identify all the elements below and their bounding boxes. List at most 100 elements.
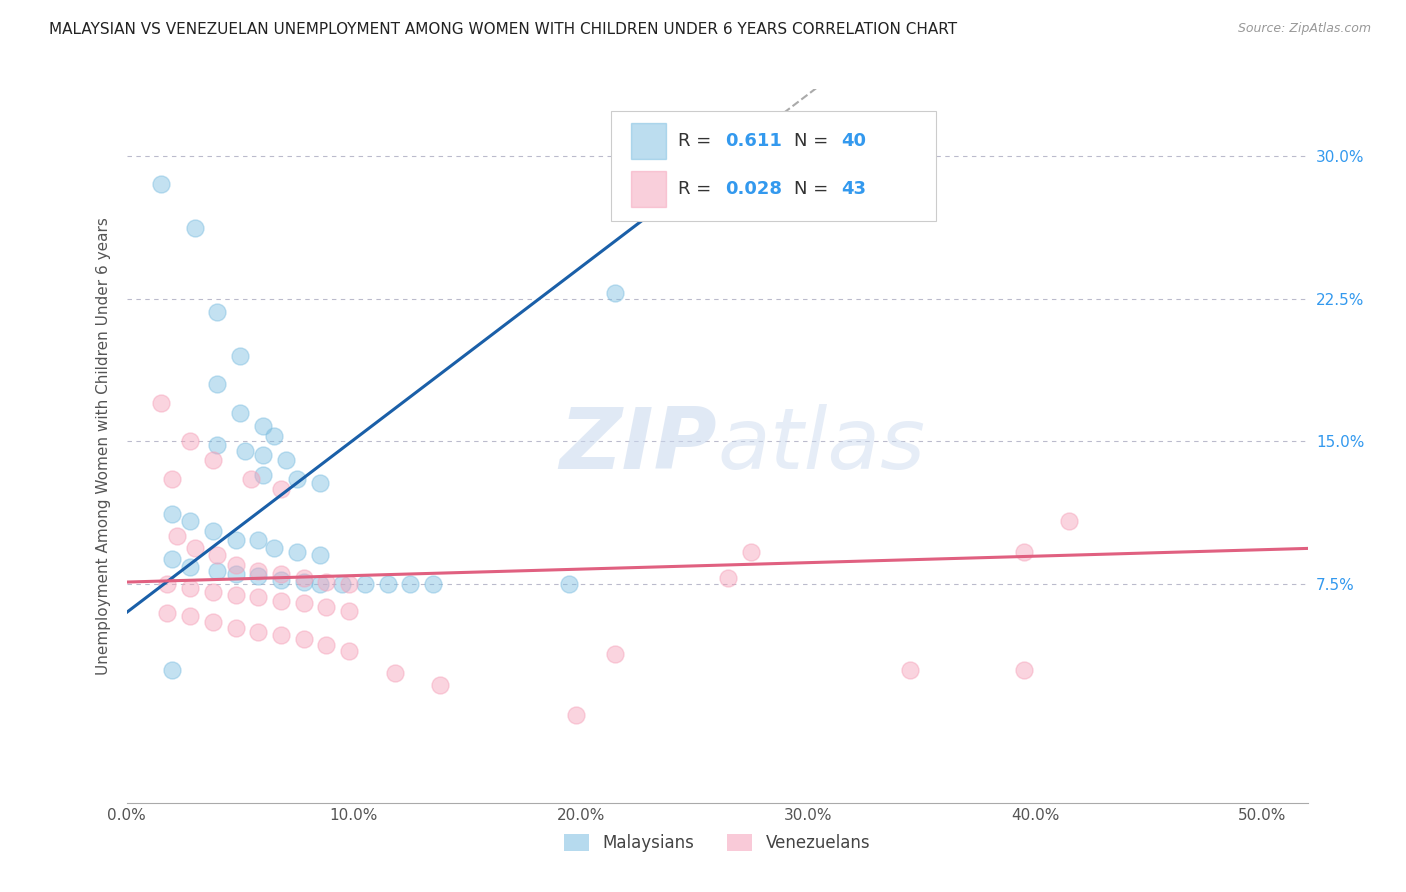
Point (183, 221, 205, 235)
Point (149, 178, 172, 192)
Point (149, 396, 172, 410)
Text: atlas: atlas (717, 404, 925, 488)
Point (160, 663, 183, 677)
Point (337, 604, 360, 618)
Text: N =: N = (794, 180, 834, 198)
Point (225, 588, 247, 602)
Point (717, 571, 740, 585)
Point (285, 472, 308, 486)
Point (270, 594, 292, 608)
Point (270, 628, 292, 642)
Point (270, 482, 292, 496)
Point (207, 549, 229, 563)
Text: MALAYSIAN VS VENEZUELAN UNEMPLOYMENT AMONG WOMEN WITH CHILDREN UNDER 6 YEARS COR: MALAYSIAN VS VENEZUELAN UNEMPLOYMENT AMO… (49, 22, 957, 37)
Point (156, 577, 179, 591)
Point (377, 577, 399, 591)
Point (270, 567, 292, 582)
Point (603, 648, 626, 662)
Bar (631, 171, 666, 207)
Point (252, 448, 274, 462)
Point (558, 577, 581, 591)
Point (166, 529, 188, 543)
Point (207, 438, 229, 452)
Text: 43: 43 (841, 180, 866, 198)
Point (252, 468, 274, 483)
Point (240, 472, 263, 486)
Point (728, 139, 751, 153)
Point (1012, 663, 1035, 677)
Point (1012, 544, 1035, 558)
Point (263, 428, 285, 442)
Point (207, 305, 229, 319)
Point (229, 349, 252, 363)
Point (247, 533, 270, 548)
Point (354, 577, 377, 591)
Point (315, 599, 337, 614)
Point (179, 434, 201, 449)
Text: 0.028: 0.028 (725, 180, 782, 198)
Point (285, 544, 308, 558)
Point (315, 575, 337, 590)
Point (247, 624, 270, 639)
Point (201, 615, 224, 629)
Point (308, 577, 330, 591)
Point (308, 549, 330, 563)
Point (179, 514, 201, 528)
Point (263, 541, 285, 555)
Point (1057, 514, 1080, 528)
Bar (631, 123, 666, 159)
Point (201, 453, 224, 467)
Point (233, 443, 256, 458)
Point (247, 569, 270, 583)
Point (292, 596, 315, 610)
Point (225, 567, 247, 582)
Point (160, 552, 183, 566)
FancyBboxPatch shape (610, 111, 935, 221)
Point (225, 533, 247, 548)
Point (183, 541, 205, 555)
Point (384, 666, 406, 681)
Point (898, 663, 921, 677)
Point (160, 472, 183, 486)
Point (229, 406, 252, 420)
Point (247, 564, 270, 578)
Point (201, 524, 224, 538)
Point (179, 559, 201, 574)
Point (292, 571, 315, 585)
Point (247, 591, 270, 605)
Point (422, 577, 444, 591)
Point (156, 606, 179, 620)
Point (270, 573, 292, 587)
Text: N =: N = (794, 132, 834, 150)
Text: ZIP: ZIP (560, 404, 717, 488)
Point (429, 678, 451, 692)
Text: 0.611: 0.611 (725, 132, 782, 150)
Point (225, 621, 247, 635)
Text: Source: ZipAtlas.com: Source: ZipAtlas.com (1237, 22, 1371, 36)
Point (337, 643, 360, 657)
Point (740, 544, 762, 558)
Point (225, 558, 247, 572)
Point (399, 577, 422, 591)
Point (252, 419, 274, 434)
Point (337, 577, 360, 591)
Point (292, 575, 315, 590)
Point (201, 584, 224, 599)
Point (179, 609, 201, 624)
Point (207, 377, 229, 392)
Point (308, 476, 330, 491)
Text: R =: R = (678, 132, 717, 150)
Point (160, 507, 183, 521)
Point (207, 564, 229, 578)
Point (565, 708, 588, 723)
Legend: Malaysians, Venezuelans: Malaysians, Venezuelans (557, 827, 877, 859)
Point (292, 632, 315, 647)
Text: 40: 40 (841, 132, 866, 150)
Point (179, 581, 201, 595)
Text: R =: R = (678, 180, 717, 198)
Point (274, 453, 297, 467)
Point (315, 638, 337, 652)
Point (603, 285, 626, 300)
Y-axis label: Unemployment Among Women with Children Under 6 years: Unemployment Among Women with Children U… (96, 217, 111, 675)
Point (330, 577, 353, 591)
